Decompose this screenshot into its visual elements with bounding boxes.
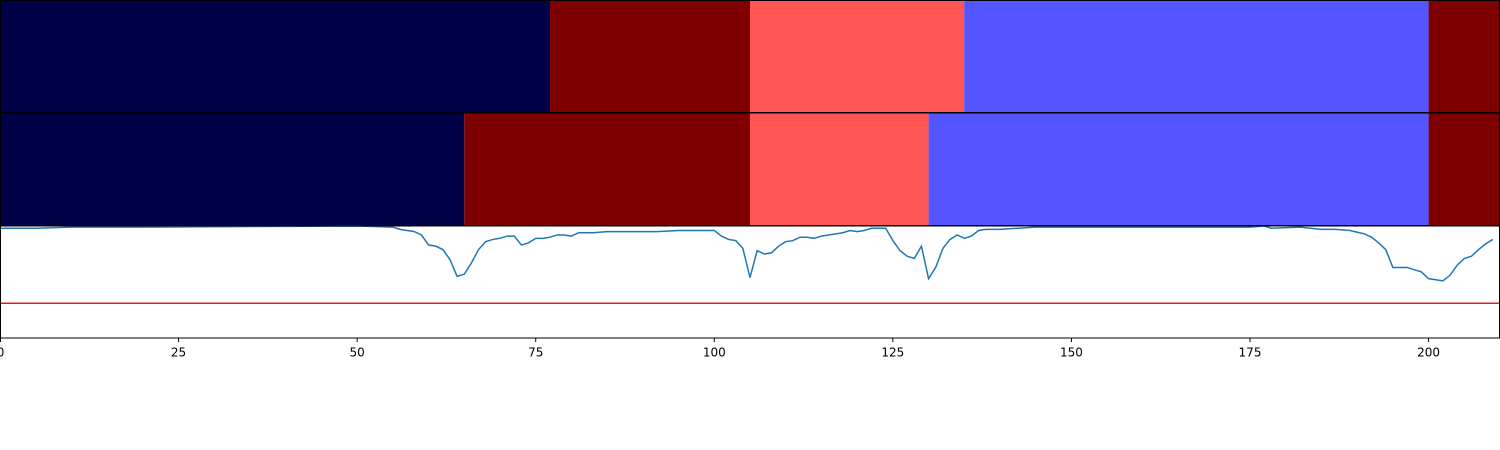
segment [928, 113, 1429, 226]
segment [1428, 113, 1500, 226]
segment [0, 113, 465, 226]
x-tick-label: 75 [528, 346, 543, 360]
segment [750, 0, 965, 113]
x-tick-label: 50 [350, 346, 365, 360]
x-tick-label: 0 [0, 346, 4, 360]
x-tick-label: 175 [1239, 346, 1262, 360]
x-tick-label: 200 [1417, 346, 1440, 360]
segment [964, 0, 1429, 113]
x-tick-label: 125 [881, 346, 904, 360]
segment [750, 113, 929, 226]
x-tick-label: 100 [703, 346, 726, 360]
line [0, 225, 1494, 282]
segment [1428, 0, 1500, 113]
x-tick-label: 150 [1060, 346, 1083, 360]
segment [550, 0, 750, 113]
segment [0, 0, 550, 113]
x-tick-label: 25 [171, 346, 186, 360]
panel-frame [0, 225, 1500, 339]
segment [464, 113, 750, 226]
